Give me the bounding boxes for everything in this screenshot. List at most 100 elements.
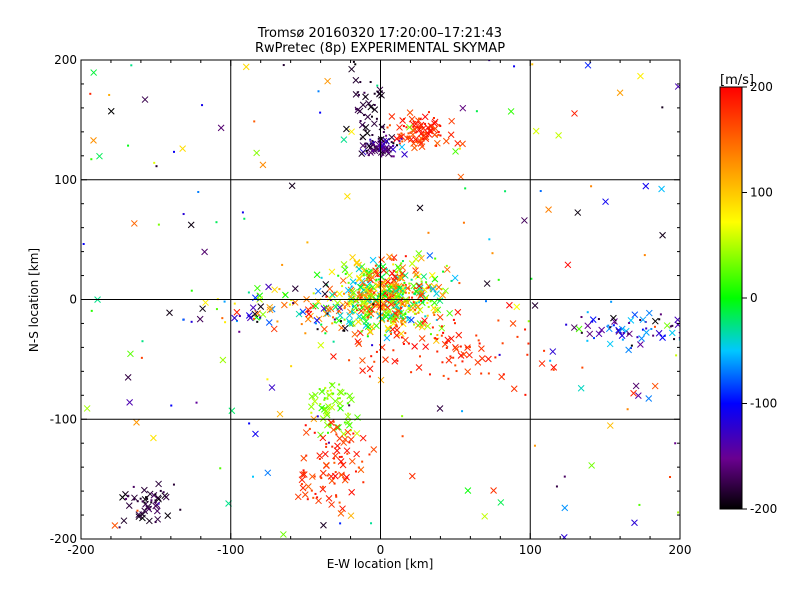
data-point-dot bbox=[429, 333, 432, 336]
data-point-cross bbox=[346, 271, 353, 279]
data-point-dot bbox=[306, 498, 309, 501]
data-point-cross bbox=[393, 332, 401, 339]
data-point-cross bbox=[133, 419, 140, 426]
data-point-dot bbox=[386, 293, 389, 296]
data-point-dot bbox=[399, 290, 402, 293]
data-point-cross bbox=[638, 335, 645, 342]
data-point-dot bbox=[359, 296, 362, 299]
data-point-cross bbox=[396, 124, 403, 131]
x-tick-label: 100 bbox=[519, 543, 542, 557]
data-point-dot bbox=[406, 315, 409, 318]
data-point-cross bbox=[368, 306, 376, 313]
data-point-dot bbox=[332, 316, 335, 319]
data-point-dot bbox=[338, 501, 341, 504]
data-point-dot bbox=[461, 360, 464, 363]
data-point-dot bbox=[440, 325, 443, 328]
data-point-cross bbox=[360, 267, 368, 275]
data-point-cross bbox=[412, 288, 420, 295]
data-point-cross bbox=[549, 348, 557, 355]
data-point-dot bbox=[464, 187, 467, 190]
data-point-cross bbox=[411, 343, 419, 350]
data-point-cross bbox=[219, 356, 227, 364]
data-point-cross bbox=[382, 313, 390, 321]
data-point-cross bbox=[416, 320, 424, 327]
data-point-dot bbox=[313, 431, 316, 434]
data-point-cross bbox=[319, 485, 327, 493]
data-point-cross bbox=[327, 419, 335, 426]
x-axis-label: E-W location [km] bbox=[327, 557, 434, 571]
data-point-dot bbox=[241, 211, 244, 214]
data-point-cross bbox=[485, 355, 492, 363]
data-point-cross bbox=[328, 291, 336, 299]
data-point-dot bbox=[146, 497, 149, 500]
data-point-dot bbox=[358, 288, 361, 291]
data-point-cross bbox=[343, 125, 350, 133]
data-point-cross bbox=[187, 221, 195, 229]
data-point-dot bbox=[425, 281, 428, 284]
data-point-cross bbox=[398, 133, 406, 140]
data-point-cross bbox=[598, 326, 606, 334]
data-point-dot bbox=[504, 190, 507, 193]
data-point-cross bbox=[616, 89, 624, 97]
data-point-dot bbox=[319, 403, 322, 406]
data-point-dot bbox=[318, 457, 321, 460]
data-point-cross bbox=[251, 310, 259, 318]
data-point-dot bbox=[302, 469, 305, 472]
data-point-dot bbox=[219, 467, 222, 470]
data-point-dot bbox=[355, 108, 358, 111]
data-point-dot bbox=[338, 397, 341, 400]
data-point-dot bbox=[412, 310, 415, 313]
data-point-dot bbox=[136, 509, 139, 512]
data-point-dot bbox=[407, 132, 410, 135]
data-point-dot bbox=[327, 441, 330, 444]
data-point-cross bbox=[368, 273, 376, 281]
data-point-cross bbox=[406, 123, 413, 131]
data-point-dot bbox=[378, 285, 381, 288]
data-point-cross bbox=[438, 324, 446, 332]
data-point-dot bbox=[427, 231, 430, 234]
data-point-cross bbox=[299, 308, 307, 316]
data-point-dot bbox=[597, 318, 600, 321]
data-point-dot bbox=[282, 64, 285, 67]
data-point-cross bbox=[421, 113, 429, 121]
data-point-dot bbox=[410, 371, 413, 374]
data-point-dot bbox=[415, 140, 418, 143]
data-point-dot bbox=[141, 500, 144, 503]
data-point-dot bbox=[413, 312, 416, 315]
data-point-dot bbox=[395, 295, 398, 298]
data-point-dot bbox=[224, 321, 227, 324]
data-point-dot bbox=[404, 284, 407, 287]
data-point-cross bbox=[645, 309, 653, 317]
data-point-cross bbox=[570, 324, 578, 331]
data-point-dot bbox=[132, 485, 135, 488]
data-point-dot bbox=[497, 278, 500, 281]
data-point-dot bbox=[392, 263, 395, 266]
data-point-cross bbox=[359, 133, 367, 141]
data-point-cross bbox=[332, 452, 339, 460]
data-point-dot bbox=[290, 299, 293, 302]
data-point-cross bbox=[631, 311, 639, 319]
data-point-cross bbox=[291, 299, 299, 306]
data-point-dot bbox=[373, 360, 376, 363]
data-point-dot bbox=[326, 397, 329, 400]
data-point-cross bbox=[448, 335, 455, 343]
data-point-dot bbox=[401, 415, 404, 418]
data-point-cross bbox=[265, 319, 273, 326]
data-point-dot bbox=[420, 138, 423, 141]
data-point-dot bbox=[346, 402, 349, 405]
data-point-dot bbox=[431, 326, 434, 329]
data-point-dot bbox=[677, 511, 680, 514]
data-point-dot bbox=[415, 266, 418, 269]
data-point-dot bbox=[248, 422, 251, 425]
colorbar-tick-label: -200 bbox=[750, 502, 777, 516]
data-point-dot bbox=[414, 308, 417, 311]
data-point-cross bbox=[318, 388, 326, 395]
data-point-dot bbox=[643, 254, 646, 257]
data-point-cross bbox=[353, 258, 361, 266]
data-point-cross bbox=[154, 494, 162, 502]
data-point-cross bbox=[426, 252, 434, 259]
data-point-cross bbox=[343, 473, 350, 481]
data-point-cross bbox=[83, 405, 91, 412]
data-point-dot bbox=[343, 318, 346, 321]
data-point-dot bbox=[276, 320, 279, 323]
